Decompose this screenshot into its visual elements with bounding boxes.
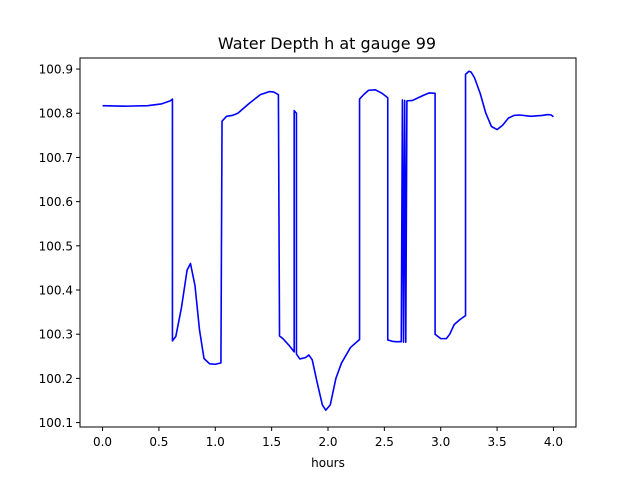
x-tick-label: 1.5	[262, 435, 281, 449]
series-layer	[102, 70, 554, 412]
y-axis: 100.1 100.2 100.3 100.4 100.5 100.6 100.7 100.8…	[39, 63, 80, 430]
y-tick-label: 100.7	[39, 151, 73, 165]
plot-frame	[79, 57, 577, 428]
y-tick-label: 100.8	[39, 107, 73, 121]
y-tick-label: 100.2	[39, 372, 73, 386]
x-tick-label: 0.0	[93, 435, 112, 449]
chart-title: Water Depth h at gauge 99	[218, 34, 436, 53]
y-tick-label: 100.4	[39, 284, 73, 298]
x-tick-label: 2.5	[375, 435, 394, 449]
x-tick-label: 4.0	[544, 435, 563, 449]
y-tick-label: 100.3	[39, 328, 73, 342]
x-tick-label: 3.5	[488, 435, 507, 449]
y-tick-label: 100.6	[39, 195, 73, 209]
y-tick-label: 100.1	[39, 416, 73, 430]
x-axis: 0.0 0.5 1.0 1.5 2.0 2.5 3.0 3.5 4.0	[93, 427, 563, 449]
x-tick-label: 0.5	[149, 435, 168, 449]
y-tick-label: 100.5	[39, 239, 73, 253]
series-line-0	[102, 70, 554, 412]
y-tick-label: 100.9	[39, 63, 73, 77]
x-tick-label: 2.0	[318, 435, 337, 449]
x-axis-label: hours	[311, 456, 345, 470]
x-tick-label: 3.0	[431, 435, 450, 449]
x-tick-label: 1.0	[206, 435, 225, 449]
